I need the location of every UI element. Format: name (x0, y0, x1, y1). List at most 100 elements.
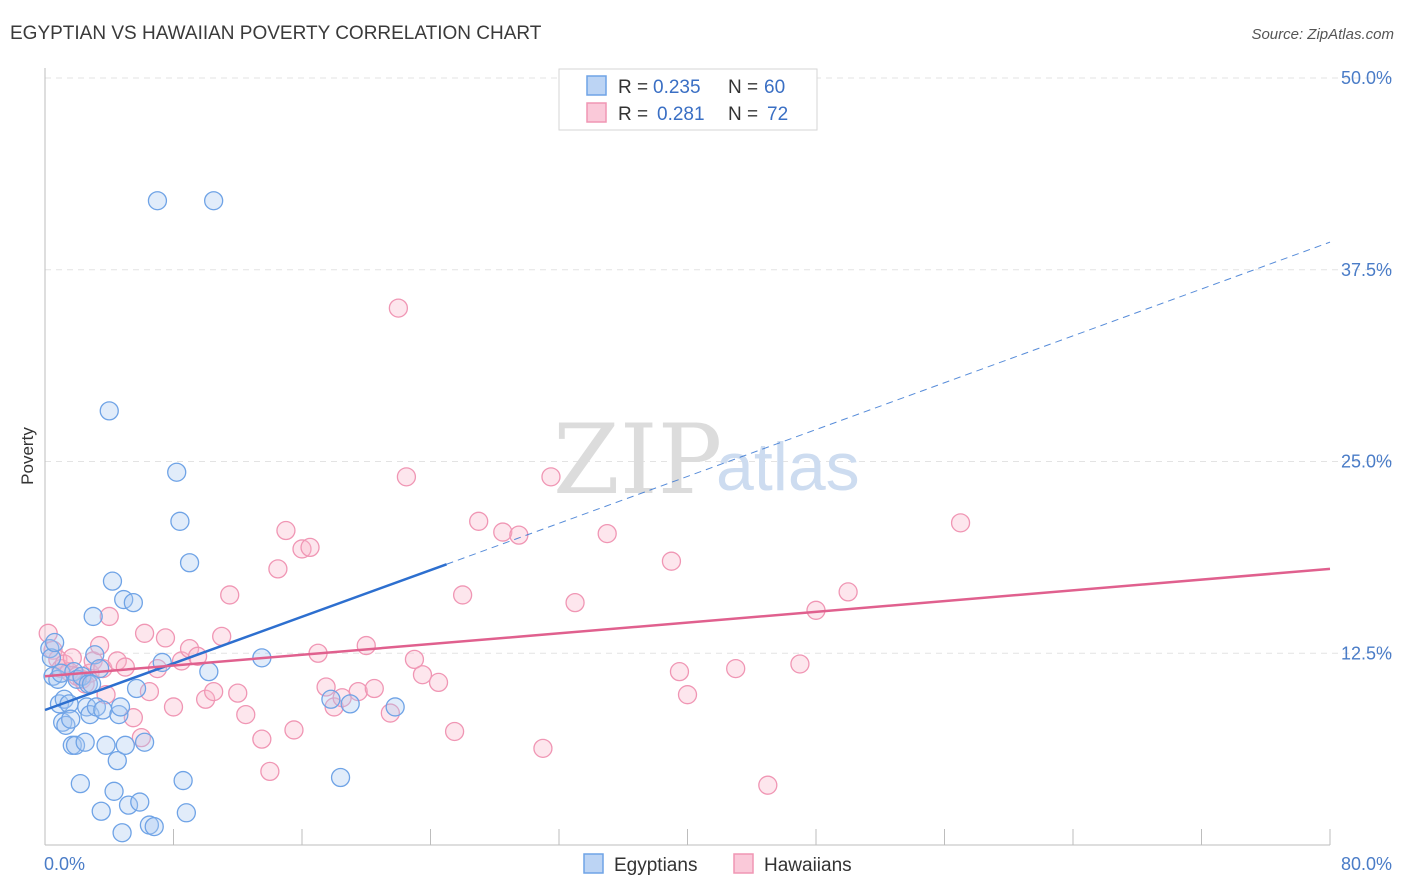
data-point (70, 773, 90, 794)
data-point (147, 191, 168, 211)
data-point (61, 709, 81, 729)
data-point (167, 462, 187, 482)
data-point (300, 537, 320, 558)
data-point (597, 523, 617, 544)
legend-n-value-egyptians: 60 (764, 77, 785, 98)
chart-title: EGYPTIAN VS HAWAIIAN POVERTY CORRELATION… (10, 23, 542, 44)
data-point (726, 658, 746, 679)
hawaiians-series (38, 298, 971, 795)
data-point (838, 582, 858, 602)
data-point (268, 559, 288, 579)
data-point (340, 694, 360, 714)
data-point (790, 654, 810, 674)
data-point (134, 623, 155, 643)
hawaiians-trend-line (44, 567, 1331, 678)
data-point (284, 720, 304, 740)
data-point (43, 640, 63, 660)
data-point (385, 697, 405, 717)
trend-lines (44, 241, 1331, 712)
data-point (533, 738, 553, 759)
data-point (316, 677, 336, 697)
data-point (677, 685, 698, 705)
data-point (118, 795, 139, 815)
legend-r-value-egyptians: 0.235 (653, 77, 701, 98)
legend-swatch-egyptians (586, 75, 607, 96)
data-point (144, 816, 164, 837)
data-point (321, 689, 341, 709)
data-point (396, 467, 417, 487)
data-point (950, 513, 971, 533)
bottom-legend-swatch-egyptians (583, 853, 604, 874)
data-point (130, 792, 150, 812)
data-point (669, 662, 690, 682)
data-point (493, 522, 513, 542)
data-point (364, 678, 384, 699)
data-point (112, 823, 132, 843)
data-point (199, 662, 219, 682)
y-tick-label: 37.5% (1341, 260, 1392, 280)
data-point (195, 689, 216, 709)
data-point (176, 803, 197, 823)
y-tick-label: 50.0% (1341, 68, 1392, 88)
data-point (452, 585, 473, 605)
data-point (62, 648, 82, 668)
data-point (276, 520, 296, 541)
legend-r-label-egyptians: R = (618, 77, 648, 98)
data-point (236, 704, 256, 725)
data-point (204, 191, 224, 211)
data-point (126, 678, 147, 699)
data-point (758, 775, 778, 795)
x-tick-label-min: 0.0% (44, 854, 85, 874)
chart-source: Source: ZipAtlas.com (1251, 26, 1394, 43)
data-point (99, 401, 119, 421)
data-point (107, 750, 127, 771)
legend-r-value-hawaiians: 0.281 (657, 104, 705, 125)
data-point (661, 551, 682, 571)
data-point (123, 708, 143, 728)
x-ticks (44, 829, 1331, 845)
egyptians-trend-line (44, 563, 447, 712)
stats-legend: R = 0.235 N = 60 R = 0.281 N = 72 (558, 68, 818, 131)
data-point (83, 606, 103, 627)
data-point (292, 539, 312, 559)
legend-r-label-hawaiians: R = (618, 104, 648, 125)
data-point (75, 732, 95, 752)
data-point (115, 735, 135, 755)
grid (45, 77, 1392, 654)
watermark: ZIP atlas (553, 404, 860, 516)
data-point (179, 553, 200, 573)
data-point (104, 781, 124, 801)
series-legend: Egyptians Hawaiians (583, 853, 852, 876)
watermark-zip: ZIP (553, 404, 722, 516)
data-point (155, 628, 176, 648)
data-point (412, 665, 433, 685)
data-point (109, 704, 129, 725)
y-tick-label: 12.5% (1341, 643, 1392, 663)
data-point (89, 658, 110, 679)
data-point (91, 801, 111, 821)
data-point (99, 606, 119, 627)
legend-n-value-hawaiians: 72 (767, 104, 788, 125)
legend-n-label-hawaiians: N = (728, 104, 758, 125)
data-point (173, 770, 193, 791)
data-point (260, 761, 280, 782)
data-point (444, 721, 465, 742)
x-tick-label-max: 80.0% (1341, 854, 1392, 874)
data-point (89, 635, 110, 656)
egyptians-series (40, 191, 405, 843)
watermark-atlas: atlas (716, 429, 860, 505)
data-point (110, 697, 131, 717)
data-point (428, 672, 449, 693)
data-point (541, 467, 561, 487)
data-point (565, 592, 585, 613)
data-point (469, 511, 489, 531)
legend-n-label-egyptians: N = (728, 77, 758, 98)
data-point (44, 632, 65, 653)
data-point (163, 697, 184, 717)
y-tick-label: 25.0% (1341, 452, 1392, 472)
data-point (356, 635, 376, 656)
data-point (220, 585, 240, 605)
data-point (252, 729, 272, 749)
data-point (509, 525, 529, 545)
